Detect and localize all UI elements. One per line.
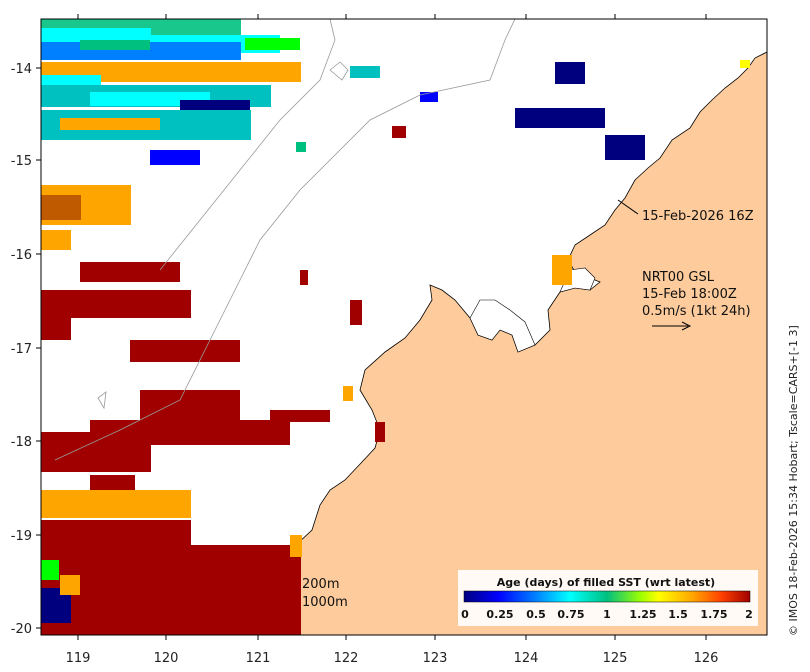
y-tick-m16: -16 — [11, 248, 32, 263]
vector-scale-label: 0.5m/s (1kt 24h) — [642, 304, 751, 319]
cbar-tick-0-5: 0.5 — [526, 608, 546, 621]
x-tick-123: 123 — [423, 651, 448, 666]
x-tick-126: 126 — [694, 651, 719, 666]
y-tick-m17: -17 — [11, 342, 32, 357]
cbar-tick-1-25: 1.25 — [629, 608, 656, 621]
contour-1000m-label: 1000m — [302, 595, 348, 610]
y-tick-m20: -20 — [11, 622, 32, 637]
contour-1000m — [54, 19, 516, 461]
product-label: NRT00 GSL — [642, 270, 715, 285]
colorbar — [463, 590, 751, 603]
x-tick-120: 120 — [154, 651, 179, 666]
cbar-tick-0: 0 — [461, 608, 469, 621]
x-tick-124: 124 — [514, 651, 539, 666]
valid-time-label: 15-Feb 18:00Z — [642, 287, 737, 302]
cbar-tick-1: 1 — [603, 608, 611, 621]
contour-200m-label: 200m — [302, 577, 339, 592]
timestamp-pointer — [617, 199, 639, 215]
y-tick-m14: -14 — [11, 62, 32, 77]
y-tick-m15: -15 — [11, 154, 32, 169]
x-tick-121: 121 — [246, 651, 271, 666]
inlet — [469, 299, 536, 353]
cbar-tick-2: 2 — [745, 608, 753, 621]
y-tick-m19: -19 — [11, 529, 32, 544]
cbar-tick-1-75: 1.75 — [700, 608, 727, 621]
colorbar-title: Age (days) of filled SST (wrt latest) — [497, 576, 715, 589]
sst-patches — [41, 19, 750, 635]
y-tick-m18: -18 — [11, 435, 32, 450]
x-tick-122: 122 — [334, 651, 359, 666]
cbar-tick-0-25: 0.25 — [486, 608, 513, 621]
tick-marks — [36, 14, 707, 640]
timestamp-label: 15-Feb-2026 16Z — [642, 209, 754, 224]
x-tick-119: 119 — [66, 651, 91, 666]
vector-scale-arrow — [652, 321, 692, 331]
contour-200m — [159, 19, 336, 271]
x-tick-125: 125 — [603, 651, 628, 666]
cbar-tick-1-5: 1.5 — [668, 608, 688, 621]
credit-text: © IMOS 18-Feb-2026 15:34 Hobart; Tscale=… — [787, 325, 800, 636]
cbar-tick-0-75: 0.75 — [557, 608, 584, 621]
island-contour — [97, 61, 349, 410]
